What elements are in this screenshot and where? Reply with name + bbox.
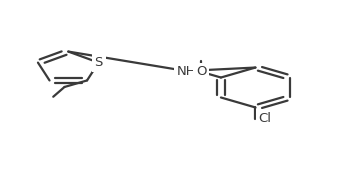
Text: O: O	[196, 65, 207, 78]
Text: NH: NH	[176, 65, 196, 78]
Text: Cl: Cl	[259, 112, 272, 125]
Text: S: S	[94, 56, 103, 69]
